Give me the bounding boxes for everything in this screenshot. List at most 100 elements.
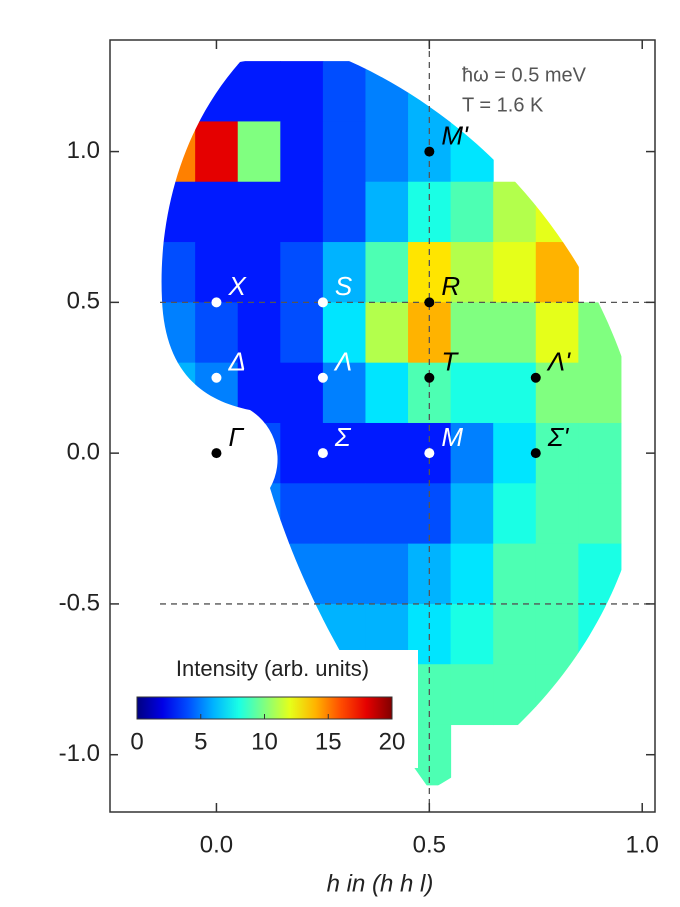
heatmap-cell [535, 603, 579, 665]
x-tick-label: 0.0 [200, 831, 233, 858]
symmetry-point [317, 297, 328, 308]
point-label: M [441, 422, 463, 452]
heatmap-cell [493, 302, 537, 364]
heatmap-cell [237, 483, 281, 545]
x-tick-label: 0.5 [413, 831, 446, 858]
heatmap-cell [493, 362, 537, 424]
heatmap-cell [493, 181, 537, 243]
heatmap-cell [280, 181, 324, 243]
heatmap-cell [195, 121, 239, 183]
symmetry-point [317, 448, 328, 459]
colorbar-label: Intensity (arb. units) [176, 656, 369, 681]
heatmap-cell [535, 483, 579, 545]
symmetry-point [211, 297, 222, 308]
heatmap-cell [408, 181, 452, 243]
heatmap-cell [493, 603, 537, 665]
x-tick-label: 1.0 [626, 831, 659, 858]
heatmap-cell [493, 422, 537, 484]
symmetry-point [530, 372, 541, 383]
heatmap-cell [450, 603, 494, 665]
heatmap-cell [237, 302, 281, 364]
y-tick-label: 0.5 [67, 288, 100, 315]
point-label: Σ [334, 422, 352, 452]
heatmap-cell [365, 302, 409, 364]
heatmap-cell [280, 121, 324, 183]
heatmap-cell [237, 181, 281, 243]
colorbar-tick-label: 10 [251, 728, 278, 755]
heatmap-cell [493, 664, 537, 726]
heatmap-cell [280, 61, 324, 122]
heatmap-cell [161, 181, 196, 243]
heatmap-cell [578, 603, 622, 665]
heatmap-cell [365, 181, 409, 243]
heatmap-cell [237, 242, 281, 303]
heatmap-cell [280, 362, 324, 424]
heatmap-cell [535, 543, 579, 605]
heatmap-cell [365, 121, 409, 183]
point-label: Λ' [546, 347, 571, 377]
y-tick-label: -0.5 [59, 589, 100, 616]
heatmap-cell [493, 543, 537, 605]
colorbar-tick-label: 5 [194, 728, 207, 755]
heatmap-cell [450, 181, 494, 243]
colorbar-tick-label: 20 [379, 728, 406, 755]
heatmap-cell [408, 61, 452, 122]
heatmap-cell [280, 422, 324, 484]
heatmap-cell [365, 242, 409, 303]
heatmap-cell [535, 664, 579, 726]
point-label: T [441, 347, 459, 377]
y-tick-label: -1.0 [59, 740, 100, 767]
heatmap-cell [161, 362, 196, 424]
colorbar-tick-label: 15 [315, 728, 342, 755]
heatmap-cell [280, 302, 324, 364]
heatmap-cell [280, 543, 324, 605]
heatmap-cell [535, 242, 579, 303]
heatmap-cell [578, 543, 622, 605]
heatmap-cell [195, 242, 239, 303]
heatmap-cell [450, 422, 494, 484]
heatmap-cell [578, 483, 622, 545]
symmetry-point [530, 448, 541, 459]
heatmap-cell [535, 181, 579, 243]
heatmap-cell [450, 543, 494, 605]
heatmap-cell [322, 181, 366, 243]
heatmap-cell [365, 422, 409, 484]
heatmap-cell [450, 302, 494, 364]
heatmap-cell [237, 422, 281, 484]
heatmap-cell [535, 302, 579, 364]
heatmap-cell [161, 302, 196, 364]
heatmap-cell [322, 543, 366, 605]
heatmap-cell [322, 422, 366, 484]
symmetry-point [424, 448, 435, 459]
heatmap-cell [535, 362, 579, 424]
heatmap-cell [195, 61, 239, 122]
heatmap-cell [450, 242, 494, 303]
point-label: Δ [227, 347, 245, 377]
heatmap-cell [365, 483, 409, 545]
annotation: ħω = 0.5 meV [462, 64, 587, 86]
heatmap-cell [365, 543, 409, 605]
heatmap-cell [322, 302, 366, 364]
heatmap-cell [161, 121, 196, 183]
heatmap-cell [322, 242, 366, 303]
symmetry-point [424, 372, 435, 383]
heatmap-cell [195, 181, 239, 243]
heatmap-cell [578, 422, 622, 484]
point-label: Γ [228, 422, 244, 452]
symmetry-point [424, 297, 435, 308]
heatmap-cell [161, 242, 196, 303]
point-label: X [227, 271, 247, 301]
annotation: T = 1.6 K [462, 94, 544, 116]
overlay: Γ X S Δ Λ Σ M M' R T Λ' Σ' [160, 40, 655, 812]
point-label: R [441, 271, 460, 301]
point-label: Σ' [547, 422, 570, 452]
y-tick-label: 1.0 [67, 137, 100, 164]
plot-frame [109, 39, 656, 813]
point-label: M' [441, 120, 469, 150]
heatmap-cell [237, 61, 281, 122]
y-tick-label: 0.0 [67, 438, 100, 465]
x-axis-label: h in (h h l) [327, 870, 434, 897]
heatmap-cell [322, 362, 366, 424]
heatmap-cell [280, 242, 324, 303]
